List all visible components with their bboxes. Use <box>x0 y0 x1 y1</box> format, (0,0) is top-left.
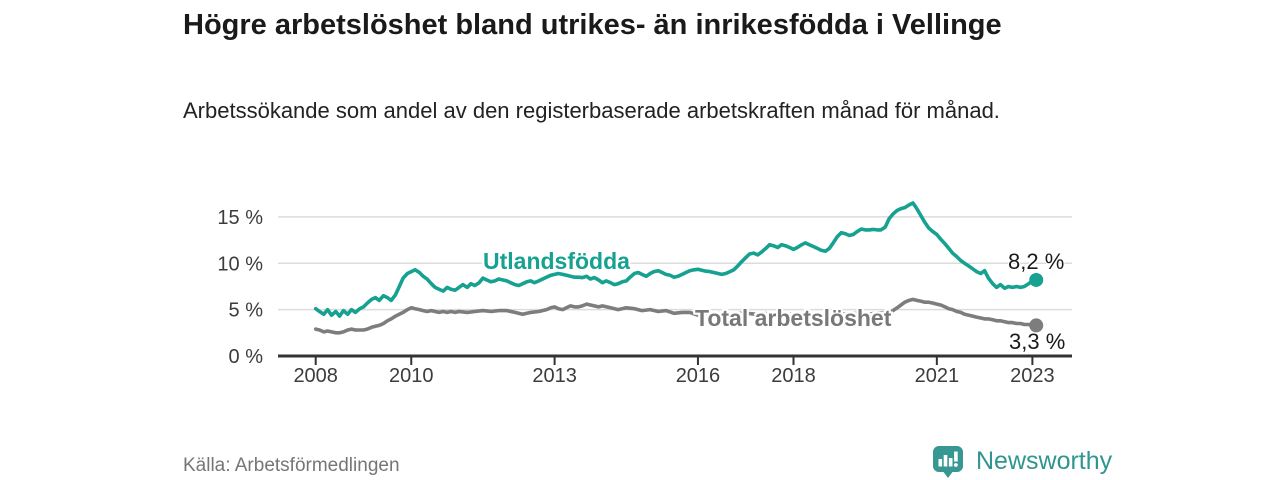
chart-subtitle: Arbetssökande som andel av den registerb… <box>183 98 1000 123</box>
x-tick-label: 2021 <box>915 365 960 387</box>
end-dot-utlandsf-dda <box>1029 272 1044 287</box>
newsworthy-wordmark: Newsworthy <box>976 446 1113 475</box>
x-tick-label: 2013 <box>532 365 577 387</box>
series-label-total-arbetsloshet: Total arbetslöshet <box>695 305 892 331</box>
end-value-label-utlandsfodda: 8,2 % <box>1008 249 1065 274</box>
end-value-label-total-arbetsloshet: 3,3 % <box>1009 329 1066 354</box>
x-tick-label: 2008 <box>293 365 338 387</box>
y-tick-label: 5 % <box>229 300 264 322</box>
source-note: Källa: Arbetsförmedlingen <box>183 455 400 476</box>
series-line-utlandsf-dda <box>313 201 1038 318</box>
series-line-total-arbetsl-shet <box>313 297 1038 335</box>
x-tick-label: 2016 <box>676 365 721 387</box>
y-tick-label: 10 % <box>217 253 263 275</box>
x-tick-label: 2010 <box>389 365 434 387</box>
newsworthy-logo: Newsworthy <box>930 443 1112 479</box>
newsworthy-icon <box>933 446 963 478</box>
series-label-utlandsfodda: Utlandsfödda <box>483 248 630 274</box>
x-tick-label: 2023 <box>1010 365 1055 387</box>
y-tick-label: 0 % <box>229 346 264 368</box>
x-tick-label: 2018 <box>771 365 816 387</box>
chart-title: Högre arbetslöshet bland utrikes- än inr… <box>183 9 1002 41</box>
y-tick-label: 15 % <box>217 207 263 229</box>
end-dot-total-arbetsl-shet <box>1029 318 1044 333</box>
